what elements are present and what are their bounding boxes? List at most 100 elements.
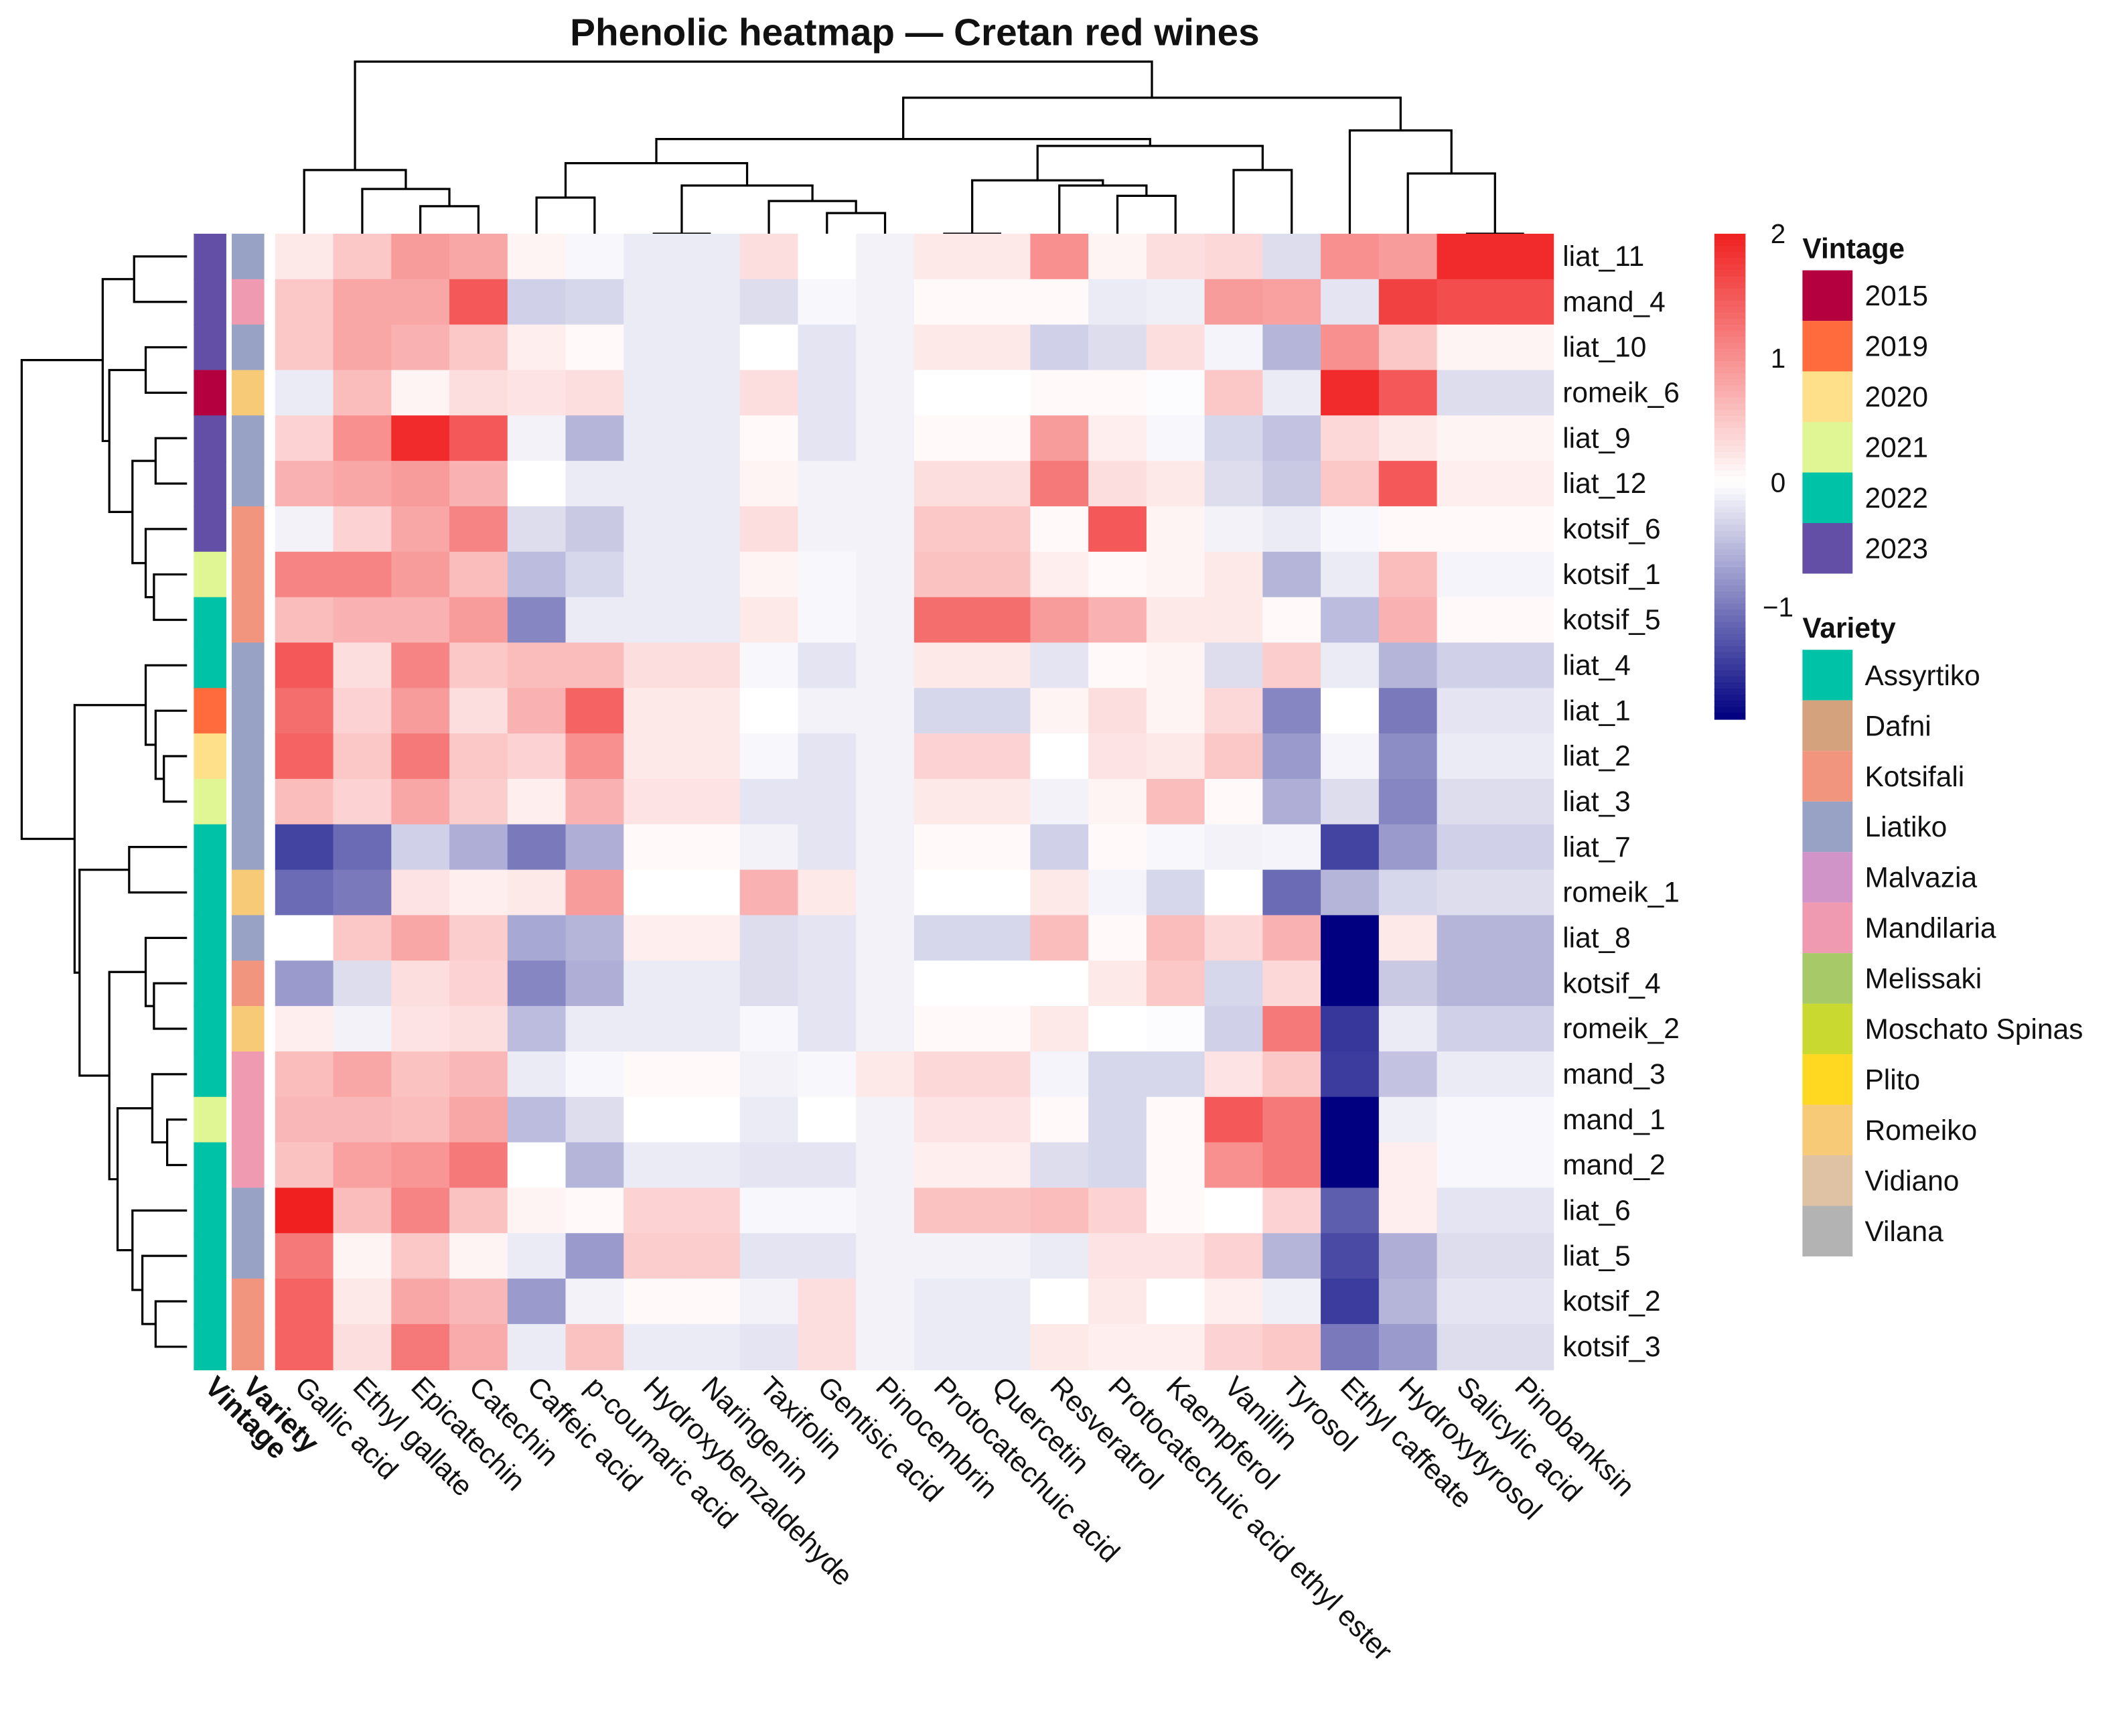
color-scale-segment [1714, 482, 1746, 490]
heatmap-cell [1437, 869, 1496, 916]
heatmap-cell [1437, 461, 1496, 508]
heatmap-cell [739, 461, 799, 508]
heatmap-cell [1204, 415, 1264, 462]
heatmap-cell [681, 461, 741, 508]
heatmap-cell [1204, 1051, 1264, 1098]
heatmap-cell [1321, 1051, 1380, 1098]
heatmap-cell [856, 642, 915, 689]
color-scale-segment [1714, 530, 1746, 538]
heatmap-cell [1088, 1233, 1148, 1280]
heatmap-cell [507, 1279, 567, 1325]
heatmap-cell [1146, 597, 1205, 644]
heatmap-cell [565, 1142, 625, 1189]
heatmap-cell [1437, 960, 1496, 1007]
color-scale-segment [1714, 524, 1746, 532]
heatmap-cell [856, 551, 915, 598]
heatmap-cell [1321, 1006, 1380, 1053]
heatmap-cell [1495, 1096, 1554, 1143]
heatmap-cell [1146, 551, 1205, 598]
color-scale-segment [1714, 427, 1746, 435]
vintage-annotation-cell [194, 688, 226, 735]
heatmap-cell [565, 824, 625, 871]
color-scale-segment [1714, 288, 1746, 295]
heatmap-cell [856, 1187, 915, 1234]
heatmap-cell [798, 1279, 857, 1325]
heatmap-cell [1378, 778, 1438, 825]
heatmap-cell [1321, 461, 1380, 508]
heatmap-cell [913, 733, 973, 780]
heatmap-cell [1321, 370, 1380, 417]
variety-annotation-cell [232, 915, 265, 962]
color-scale-segment [1714, 258, 1746, 265]
legend-label-vintage: 2015 [1864, 281, 1928, 312]
variety-annotation-cell [232, 1279, 265, 1325]
color-scale-segment [1714, 324, 1746, 332]
variety-annotation-cell [232, 551, 265, 598]
color-scale-segment [1714, 476, 1746, 484]
heatmap-cell [913, 1323, 973, 1370]
vintage-annotation-cell [194, 1051, 226, 1098]
heatmap-cell [681, 915, 741, 962]
heatmap-cell [681, 506, 741, 553]
heatmap-cell [913, 824, 973, 871]
heatmap-cell [1030, 551, 1090, 598]
heatmap-cell [275, 1323, 334, 1370]
heatmap-cell [739, 869, 799, 916]
heatmap-cell [1030, 642, 1090, 689]
dendrogram-branch [535, 196, 596, 234]
heatmap-cell [856, 1051, 915, 1098]
heatmap-cell [333, 1142, 392, 1189]
heatmap-cell [1146, 1279, 1205, 1325]
heatmap-cell [507, 915, 567, 962]
heatmap-cell [565, 1187, 625, 1234]
heatmap-cell [972, 1279, 1031, 1325]
color-scale-segment [1714, 634, 1746, 641]
vintage-annotation-cell [194, 324, 226, 371]
row-label: liat_9 [1562, 423, 1631, 454]
heatmap-cell [1030, 1051, 1090, 1098]
heatmap-cell [913, 1142, 973, 1189]
heatmap-cell [1437, 915, 1496, 962]
row-label: romeik_1 [1562, 877, 1680, 909]
heatmap-cell [1437, 415, 1496, 462]
heatmap-cell [624, 960, 683, 1007]
legend-title: Variety [1802, 613, 1896, 644]
heatmap-cell [913, 370, 973, 417]
dendrogram-branch [680, 184, 814, 234]
heatmap-cell [275, 642, 334, 689]
heatmap-cell [681, 869, 741, 916]
heatmap-cell [333, 370, 392, 417]
heatmap-cell [972, 324, 1031, 371]
heatmap-cell [1321, 915, 1380, 962]
heatmap-cell [624, 279, 683, 326]
heatmap-cell [856, 688, 915, 735]
variety-annotation-cell [232, 233, 265, 281]
heatmap-cell [624, 1187, 683, 1234]
heatmap-cell [913, 506, 973, 553]
heatmap-cell [739, 324, 799, 371]
color-scale-segment [1714, 433, 1746, 441]
heatmap-cell [624, 461, 683, 508]
color-scale-segment [1714, 439, 1746, 447]
color-scale-segment [1714, 512, 1746, 520]
dendrogram-branch [1058, 184, 1148, 234]
dendrogram-branch [131, 459, 156, 565]
heatmap-cell [856, 1233, 915, 1280]
legend-label-variety: Mandilaria [1864, 913, 1996, 944]
heatmap-cell [972, 415, 1031, 462]
heatmap-cell [1088, 461, 1148, 508]
variety-annotation-cell [232, 415, 265, 462]
heatmap-cell [856, 960, 915, 1007]
heatmap-cell [1030, 824, 1090, 871]
heatmap-cell [972, 1096, 1031, 1143]
heatmap-cell [798, 279, 857, 326]
legend-swatch-variety [1802, 751, 1853, 802]
color-scale-segment [1714, 640, 1746, 647]
heatmap-cell [565, 1096, 625, 1143]
vintage-annotation-cell [194, 915, 226, 962]
heatmap-cell [913, 778, 973, 825]
row-label: kotsif_6 [1562, 514, 1660, 545]
heatmap-cell [681, 642, 741, 689]
variety-annotation-cell [232, 1096, 265, 1143]
heatmap-cell [624, 642, 683, 689]
